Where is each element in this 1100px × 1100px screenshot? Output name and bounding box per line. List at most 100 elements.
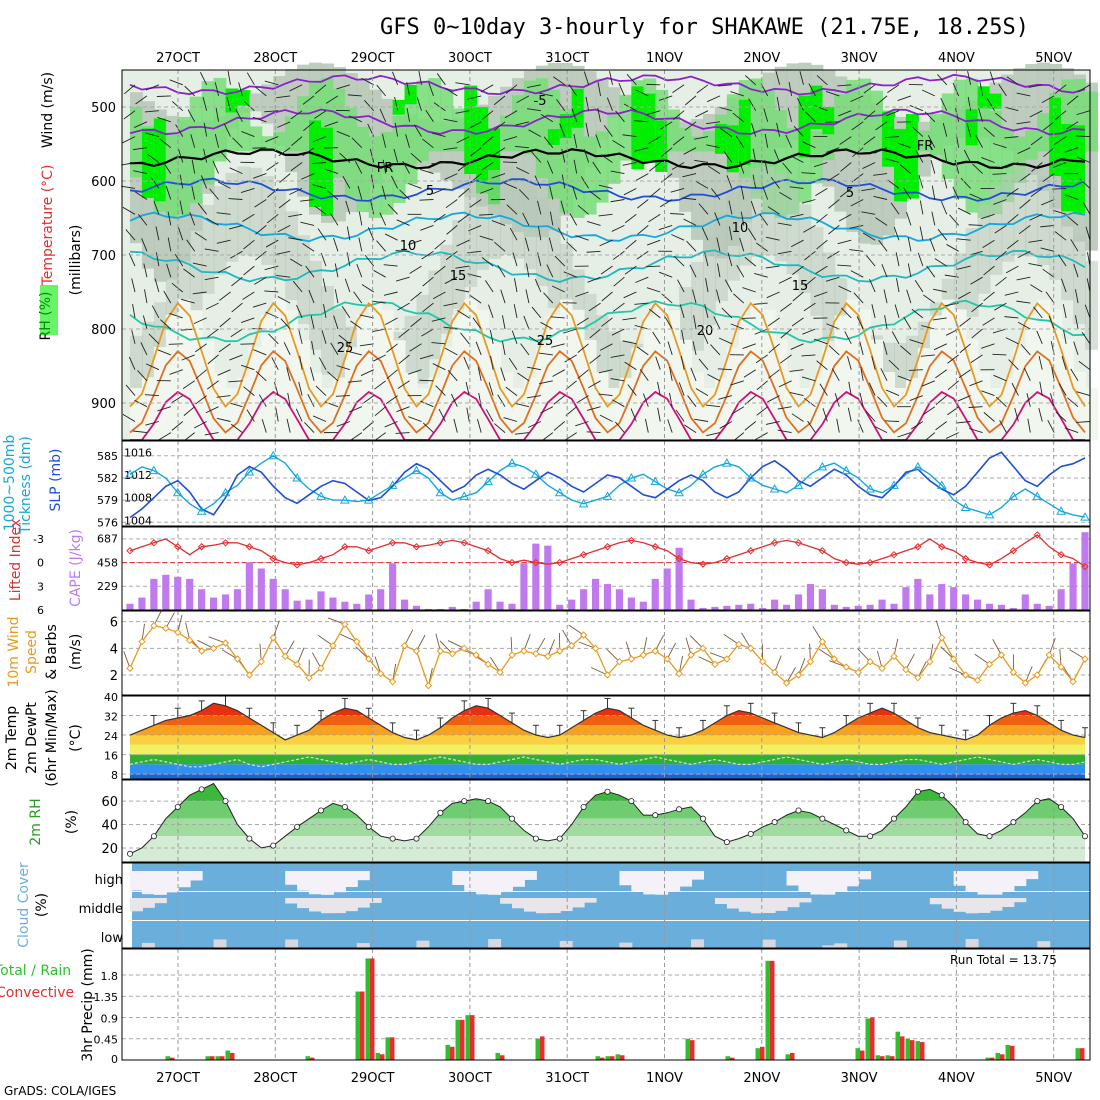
wind-barb [625, 239, 637, 250]
wind-speed-point [794, 671, 803, 679]
cape-bar [962, 594, 970, 610]
wind-barb [493, 95, 506, 106]
wind-barb [733, 293, 745, 304]
wind-10m-barb [786, 667, 796, 684]
wind-barb [184, 85, 196, 97]
cloud-low-gap [213, 939, 227, 948]
wind-barb [767, 317, 780, 327]
rh-tick-label: 20 [101, 842, 118, 857]
precip-total-bar [225, 1050, 230, 1060]
wind-speed-point [603, 671, 612, 679]
precip-tick-label: 0.45 [94, 1034, 119, 1047]
wind-barb [865, 255, 876, 267]
wind-speed-point [1057, 663, 1065, 671]
rh-bright-band [1061, 123, 1075, 212]
wind-barb [696, 84, 709, 94]
wind-10m-barb [935, 620, 943, 638]
dry-surface-band [464, 299, 478, 440]
wind-barb [1064, 147, 1079, 153]
cloud-high-gap [667, 871, 681, 892]
wind-barb [872, 329, 876, 344]
wind-barb [926, 265, 936, 278]
wind-barb [739, 237, 745, 252]
wind-barb [202, 97, 208, 111]
dry-surface-band [643, 315, 657, 440]
wind-barb [740, 185, 745, 200]
rh-green-band [332, 88, 346, 178]
rh-point [294, 823, 301, 830]
wind-barb [957, 395, 971, 402]
wind-barb [624, 361, 637, 371]
wind-barb [516, 95, 530, 104]
wind-barb [933, 343, 947, 351]
lifted-index-point [914, 543, 922, 551]
wind-barb [457, 162, 470, 172]
cloud-middle-gap [559, 898, 573, 912]
wind-barb [624, 213, 637, 224]
precip-convective-bar [310, 1057, 315, 1060]
wind-barb [288, 213, 303, 218]
wind-speed-point [735, 640, 743, 649]
cloud-low-gap [965, 939, 979, 948]
lifted-index-point [961, 554, 970, 563]
wind-barb [954, 159, 960, 174]
lifted-index-point [866, 558, 874, 567]
wind-barb [219, 317, 231, 328]
wind-barb [1005, 265, 1019, 274]
cape-bar [723, 605, 731, 610]
wind-barb [706, 144, 721, 149]
rh-point [508, 815, 515, 822]
temp-tick-label: 32 [104, 711, 118, 724]
wind-barb [728, 226, 733, 241]
wind-barb [776, 96, 781, 111]
wind-barb [576, 395, 589, 404]
cloud-high-gap [1013, 871, 1027, 887]
wind-barb [356, 263, 363, 278]
wind-barb [679, 304, 685, 319]
wind-barb [242, 213, 255, 222]
cape-bar [126, 603, 134, 610]
dry-surface-band [261, 314, 275, 440]
precip-total-bar [1075, 1048, 1080, 1060]
wind-barb [878, 239, 888, 252]
rh-bright-band [977, 86, 991, 109]
wind-barb [133, 147, 147, 151]
wind-barb [1061, 356, 1067, 370]
wind-barb [600, 265, 613, 275]
precip-total-bar [1005, 1044, 1010, 1060]
lifted-index-point [627, 536, 636, 545]
wind-barb [657, 407, 661, 422]
wind-speed-point [639, 651, 648, 659]
wind-barb [432, 187, 446, 195]
wind-barb [1066, 95, 1079, 106]
wind-barb [228, 224, 243, 230]
wind-barb [589, 190, 601, 200]
wind-10m-barb [1024, 666, 1033, 684]
wind-barb [839, 136, 852, 145]
wind-barb [420, 224, 434, 231]
wind-barb [627, 384, 637, 396]
wind-barb [505, 84, 518, 94]
wind-barb [491, 220, 506, 226]
precip-convective-bar [600, 1057, 605, 1060]
wind-speed-point [1009, 668, 1018, 677]
dry-surface-band [738, 315, 752, 440]
wind-barb [304, 422, 315, 433]
wind-barb [993, 199, 1007, 205]
wind-barb [455, 110, 470, 114]
wind-barb [422, 138, 434, 149]
rh-low-band [691, 261, 704, 351]
cape-bar [174, 576, 182, 610]
wind-barb [538, 92, 553, 97]
lifted-index-point [174, 543, 182, 551]
wind-barb [165, 186, 172, 200]
wind-barb [1077, 84, 1091, 93]
isotherm-purple-1 [129, 73, 1086, 96]
wind-barb [672, 136, 685, 146]
cloud-low-gap [285, 939, 299, 948]
wind-barb [952, 186, 960, 200]
precip-convective-bar [910, 1040, 915, 1060]
wind-barb [314, 110, 327, 119]
wind-speed-point [424, 681, 433, 690]
wind-barb [382, 159, 387, 174]
